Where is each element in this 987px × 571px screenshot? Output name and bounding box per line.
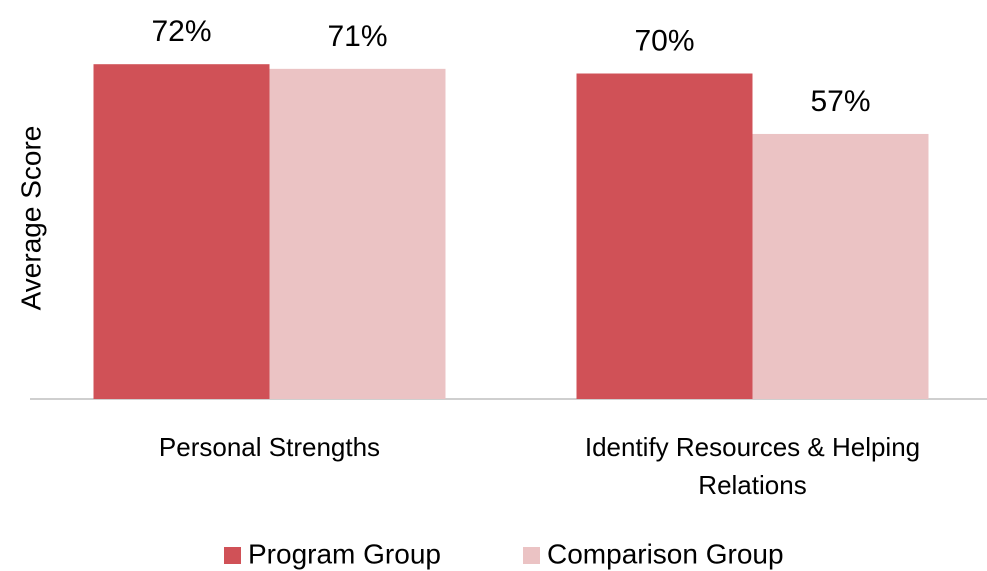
bar bbox=[752, 133, 929, 399]
value-label: 57% bbox=[810, 85, 870, 118]
x-tick-label: Identify Resources & Helping Relations bbox=[584, 432, 921, 500]
bar bbox=[269, 68, 446, 399]
bar bbox=[93, 64, 270, 399]
value-label: 70% bbox=[634, 24, 694, 57]
bar bbox=[576, 73, 753, 399]
value-label: 71% bbox=[327, 20, 387, 53]
legend-label: Program Group bbox=[248, 538, 441, 569]
y-axis-label: Average Score bbox=[15, 126, 46, 311]
legend-swatch bbox=[224, 547, 241, 564]
legend-swatch bbox=[523, 547, 540, 564]
value-label: 72% bbox=[151, 15, 211, 48]
legend-label: Comparison Group bbox=[547, 538, 784, 569]
x-tick-label: Personal Strengths bbox=[158, 432, 381, 462]
